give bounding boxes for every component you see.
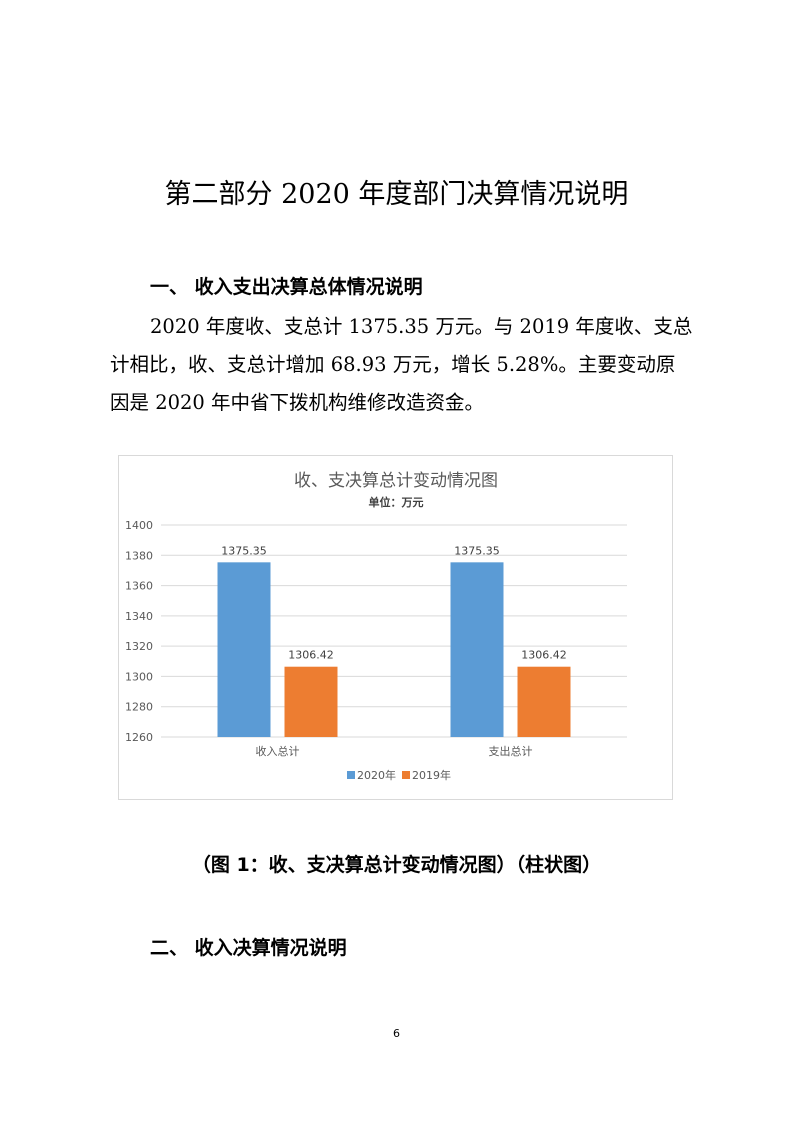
chart-svg: 收、支决算总计变动情况图 单位：万元 1260 1280 1300 1320 1340 1… — [125, 471, 627, 782]
y-tick-label: 1260 — [125, 731, 153, 744]
legend-label: 2019年 — [412, 768, 451, 782]
chart-subtitle: 单位：万元 — [369, 495, 424, 509]
paragraph-line: 因是 2020 年中省下拨机构维修改造资金。 — [110, 391, 485, 414]
legend-label: 2020年 — [357, 768, 396, 782]
chart-title: 收、支决算总计变动情况图 — [294, 471, 498, 491]
y-tick-label: 1300 — [125, 670, 153, 683]
page-number: 6 — [393, 1027, 400, 1040]
paragraph-line: 2020 年度收、支总计 1375.35 万元。与 2019 年度收、支总 — [150, 315, 693, 338]
x-tick-label: 收入总计 — [256, 744, 300, 758]
page-title: 第二部分 2020 年度部门决算情况说明 — [164, 179, 629, 210]
section-paragraph: 2020 年度收、支总计 1375.35 万元。与 2019 年度收、支总 计相… — [110, 308, 693, 422]
bar — [284, 666, 338, 737]
bar — [450, 562, 504, 737]
section-heading-2: 二、 收入决算情况说明 — [150, 937, 347, 959]
data-label: 1375.35 — [221, 544, 267, 557]
y-tick-label: 1280 — [125, 701, 153, 714]
y-tick-label: 1360 — [125, 580, 153, 593]
bar — [217, 562, 271, 737]
data-label: 1306.42 — [521, 649, 567, 662]
y-tick-label: 1380 — [125, 549, 153, 562]
x-tick-label: 支出总计 — [489, 744, 533, 758]
data-label: 1306.42 — [288, 649, 334, 662]
y-tick-label: 1400 — [125, 519, 153, 532]
data-label: 1375.35 — [454, 544, 500, 557]
y-tick-label: 1320 — [125, 640, 153, 653]
bar — [517, 666, 571, 737]
paragraph-line: 计相比，收、支总计增加 68.93 万元，增长 5.28%。主要变动原 — [110, 353, 676, 376]
section-heading-1: 一、 收入支出决算总体情况说明 — [150, 276, 423, 298]
legend-swatch — [347, 771, 355, 779]
y-tick-label: 1340 — [125, 610, 153, 623]
legend-swatch — [402, 771, 410, 779]
figure-caption: （图 1：收、支决算总计变动情况图）（柱状图） — [191, 854, 602, 876]
bar-chart: 收、支决算总计变动情况图 单位：万元 1260 1280 1300 1320 1340 1… — [118, 455, 673, 800]
